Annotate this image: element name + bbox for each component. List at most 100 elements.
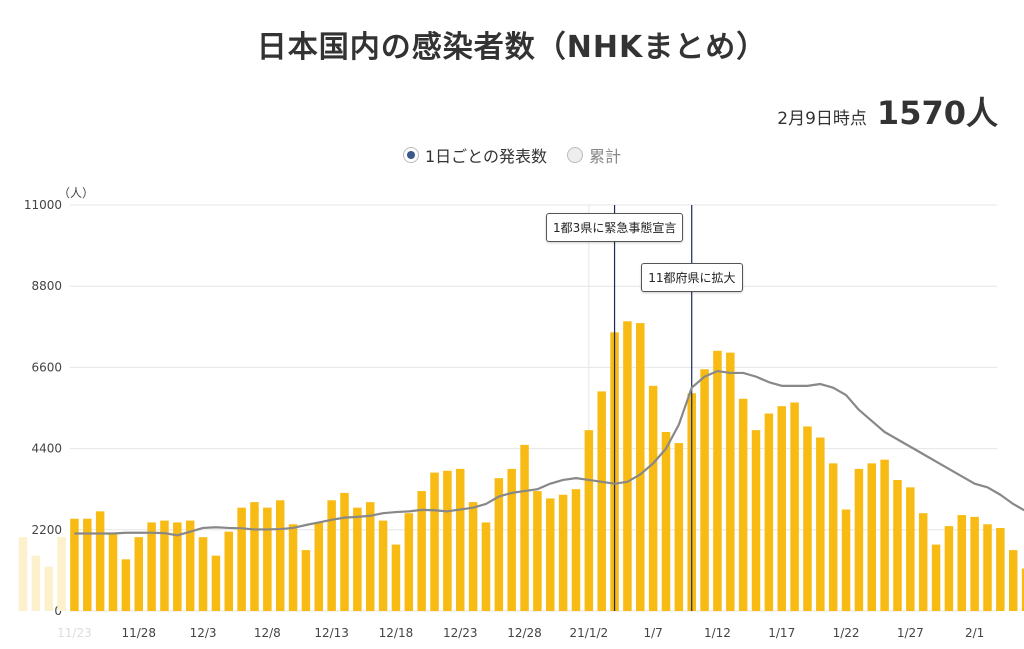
annotation-label: 1都3県に緊急事態宣言 — [546, 213, 684, 242]
daily-bar — [160, 520, 169, 611]
daily-bar — [738, 398, 748, 611]
daily-bar — [880, 459, 889, 611]
daily-bar — [237, 507, 246, 611]
daily-bar — [957, 515, 967, 611]
daily-bar — [674, 443, 684, 611]
daily-bar — [185, 520, 195, 611]
y-tick-label: 4400 — [31, 442, 62, 456]
daily-bar — [224, 531, 234, 611]
x-tick-label: 12/28 — [507, 626, 542, 640]
daily-bar — [751, 430, 761, 611]
x-tick-label: 12/23 — [443, 626, 478, 640]
daily-bar — [648, 385, 658, 611]
faded-bar — [57, 537, 66, 611]
annotation-label: 11都府県に拡大 — [641, 263, 743, 292]
x-tick-label: 12/3 — [190, 626, 217, 640]
daily-bar — [816, 437, 825, 611]
daily-bar — [494, 478, 504, 611]
daily-bar — [417, 491, 426, 611]
as-of-label: 2月9日時点 — [777, 109, 867, 129]
daily-bar — [790, 402, 799, 611]
y-tick-label: 2200 — [31, 523, 62, 537]
daily-bar — [301, 550, 311, 611]
daily-bar — [867, 463, 877, 611]
daily-bar — [95, 511, 105, 611]
chart-legend: 1日ごとの発表数 累計 — [0, 143, 1024, 167]
legend-daily-label: 1日ごとの発表数 — [424, 147, 547, 166]
daily-bar — [996, 527, 1005, 611]
y-tick-label: 8800 — [31, 279, 62, 293]
daily-bar — [983, 524, 992, 611]
daily-bar — [584, 430, 594, 611]
daily-bar — [468, 502, 478, 611]
x-tick-label: 12/18 — [379, 626, 414, 640]
daily-bar — [378, 520, 388, 611]
daily-bar — [327, 500, 336, 611]
faded-bar — [44, 566, 53, 611]
x-tick-label: 11/23 — [57, 626, 92, 640]
daily-bar — [906, 487, 915, 611]
daily-bar — [726, 352, 735, 611]
daily-bar — [391, 544, 401, 611]
x-tick-label: 1/17 — [768, 626, 795, 640]
daily-bar — [661, 431, 671, 611]
daily-bar — [854, 468, 864, 611]
daily-bar — [777, 406, 786, 611]
x-tick-label: 12/13 — [314, 626, 349, 640]
daily-bar — [340, 492, 349, 611]
daily-bar — [893, 479, 902, 611]
daily-bar — [507, 468, 516, 611]
radio-unselected-icon[interactable] — [567, 147, 583, 163]
daily-bar — [83, 518, 92, 611]
daily-bar — [314, 522, 324, 611]
daily-bar — [713, 350, 722, 611]
y-tick-label: 11000 — [24, 198, 62, 212]
daily-bar — [404, 513, 414, 611]
legend-cumulative-option[interactable]: 累計 — [567, 143, 621, 167]
x-tick-label: 1/27 — [897, 626, 924, 640]
daily-bar — [443, 470, 452, 611]
daily-bar — [1021, 568, 1024, 611]
daily-bar — [353, 507, 362, 611]
daily-bar — [365, 502, 375, 611]
x-tick-label: 11/28 — [121, 626, 156, 640]
legend-daily-option[interactable]: 1日ごとの発表数 — [402, 143, 547, 167]
daily-bar — [455, 468, 465, 611]
x-tick-label: 1/7 — [643, 626, 662, 640]
daily-bar — [121, 559, 131, 611]
daily-bar — [70, 518, 79, 611]
daily-bar — [108, 533, 118, 611]
daily-bar — [250, 502, 259, 611]
daily-bar — [571, 489, 581, 611]
daily-bar — [636, 323, 645, 611]
daily-bar — [263, 507, 272, 611]
daily-bar — [211, 555, 221, 611]
daily-bar — [430, 472, 439, 611]
as-of-value: 1570人 — [876, 94, 998, 132]
x-tick-label: 21/1/2 — [570, 626, 609, 640]
as-of-summary: 2月9日時点 1570人 — [777, 88, 998, 134]
daily-bar — [970, 516, 979, 611]
x-tick-label: 1/12 — [704, 626, 731, 640]
faded-bar — [18, 537, 28, 611]
daily-bar — [764, 413, 774, 611]
radio-selected-icon[interactable] — [402, 147, 419, 163]
daily-bar — [1008, 550, 1018, 611]
daily-bar — [134, 537, 143, 611]
daily-bar — [623, 321, 632, 611]
daily-bar — [533, 491, 542, 611]
daily-bar — [520, 444, 529, 611]
daily-bar — [558, 494, 568, 611]
daily-bar — [288, 524, 298, 611]
daily-bar — [481, 522, 491, 611]
daily-bar — [700, 369, 709, 611]
daily-bar — [803, 426, 812, 611]
x-tick-label: 1/22 — [833, 626, 860, 640]
x-tick-label: 12/8 — [254, 626, 281, 640]
daily-bar — [275, 500, 285, 611]
faded-bar — [31, 555, 41, 611]
chart-title: 日本国内の感染者数（NHKまとめ） — [256, 30, 768, 65]
daily-bar — [147, 522, 156, 611]
daily-bar — [841, 509, 851, 611]
daily-bar — [546, 498, 555, 611]
